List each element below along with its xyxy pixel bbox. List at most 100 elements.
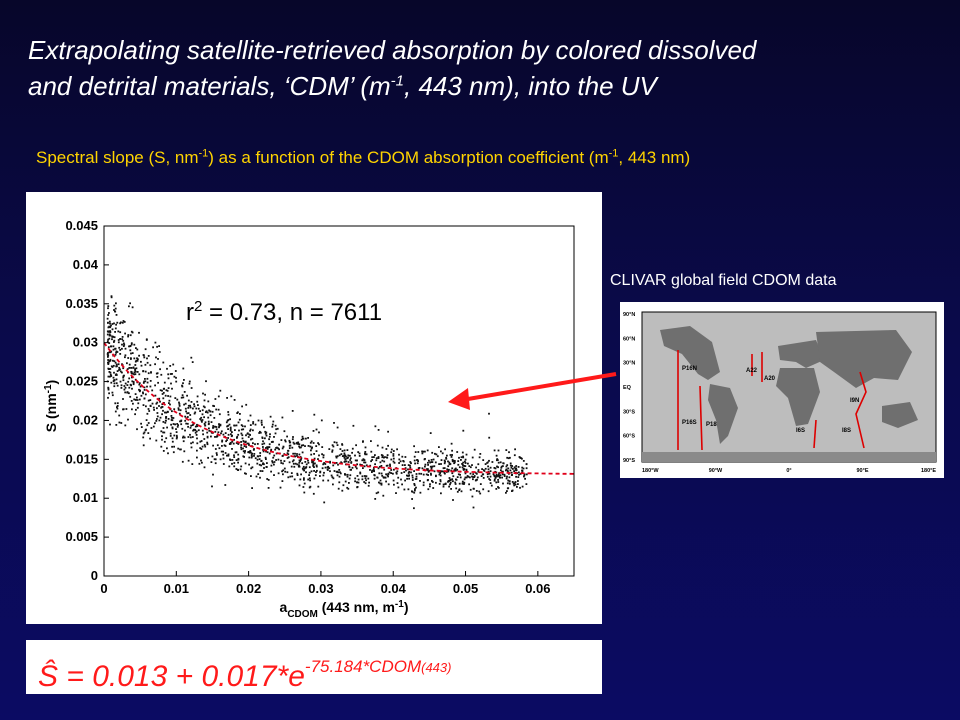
scatter-point [497,473,500,476]
scatter-point [280,462,283,464]
scatter-point [132,381,135,383]
scatter-point [249,451,251,454]
scatter-point [113,371,115,374]
scatter-point [251,452,253,455]
scatter-point [108,342,111,344]
scatter-point [115,363,118,366]
scatter-point [116,384,119,387]
scatter-point [266,478,269,480]
scatter-point [263,426,265,429]
scatter-point [229,418,231,421]
scatter-point [189,406,192,409]
scatter-point [521,469,523,472]
scatter-point [407,464,410,466]
x-tick-label: 0.02 [236,581,261,596]
scatter-point [172,423,175,425]
scatter-point [126,391,129,393]
scatter-point [112,345,115,348]
scatter-point [335,455,338,458]
scatter-point [114,347,116,350]
scatter-point [401,455,404,458]
scatter-point [127,380,130,383]
scatter-point [224,445,227,447]
scatter-point [303,477,305,480]
scatter-point [229,428,232,430]
scatter-point [371,459,374,461]
scatter-point [108,392,110,395]
scatter-point [268,446,271,448]
scatter-point [503,473,506,476]
scatter-point [168,402,170,404]
scatter-point [233,424,235,427]
scatter-point [135,367,138,370]
scatter-point [108,320,111,323]
scatter-point [181,460,184,463]
scatter-point [525,463,528,466]
scatter-point [308,474,310,476]
scatter-point [514,448,516,451]
scatter-point [118,366,121,369]
scatter-point [488,472,491,475]
scatter-point [321,453,323,456]
scatter-point [440,459,443,461]
scatter-point [415,486,417,489]
scatter-point [171,440,174,443]
fit-equation: Ŝ = 0.013 + 0.017*e-75.184*CDOM(443) [26,640,602,694]
scatter-point [124,424,127,427]
scatter-point [322,454,325,457]
scatter-point [460,490,463,493]
scatter-point [116,405,119,407]
scatter-point [447,465,450,468]
scatter-point [427,470,430,473]
scatter-point [422,450,425,453]
scatter-point [163,431,166,434]
scatter-point [180,423,183,426]
scatter-point [495,454,498,457]
scatter-point [233,454,235,457]
scatter-point [200,448,203,450]
scatter-point [515,475,517,478]
scatter-point [244,462,247,465]
scatter-point [125,408,128,410]
scatter-point [225,421,228,424]
scatter-point [321,467,324,470]
scatter-point [190,442,192,445]
scatter-point [288,461,291,464]
scatter-point [381,474,384,477]
scatter-point [240,432,243,435]
scatter-point [427,461,429,464]
scatter-point [248,463,250,466]
scatter-point [279,486,282,489]
scatter-point [253,453,256,455]
scatter-point [324,463,327,465]
scatter-point [162,361,165,364]
scatter-point [231,440,234,443]
scatter-point [109,423,111,426]
scatter-point [298,465,301,468]
scatter-point [222,453,225,456]
scatter-point [409,461,412,463]
scatter-point [157,381,159,384]
scatter-point [197,407,200,410]
scatter-point [443,459,446,462]
scatter-point [401,464,404,466]
scatter-point [464,476,467,479]
scatter-point [165,389,168,392]
scatter-point [387,472,390,475]
scatter-point [184,402,187,405]
scatter-point [309,441,312,444]
scatter-point [337,471,340,474]
scatter-point [357,481,360,484]
scatter-point [181,427,184,430]
scatter-point [411,476,414,479]
map-lon-label: 0° [786,468,791,474]
scatter-point [435,453,438,456]
scatter-point [338,469,341,471]
scatter-point [129,349,132,352]
scatter-point [237,433,240,436]
scatter-point [206,411,209,414]
scatter-point [482,459,485,461]
scatter-point [130,357,132,360]
scatter-point [202,405,205,408]
scatter-point [447,470,450,473]
